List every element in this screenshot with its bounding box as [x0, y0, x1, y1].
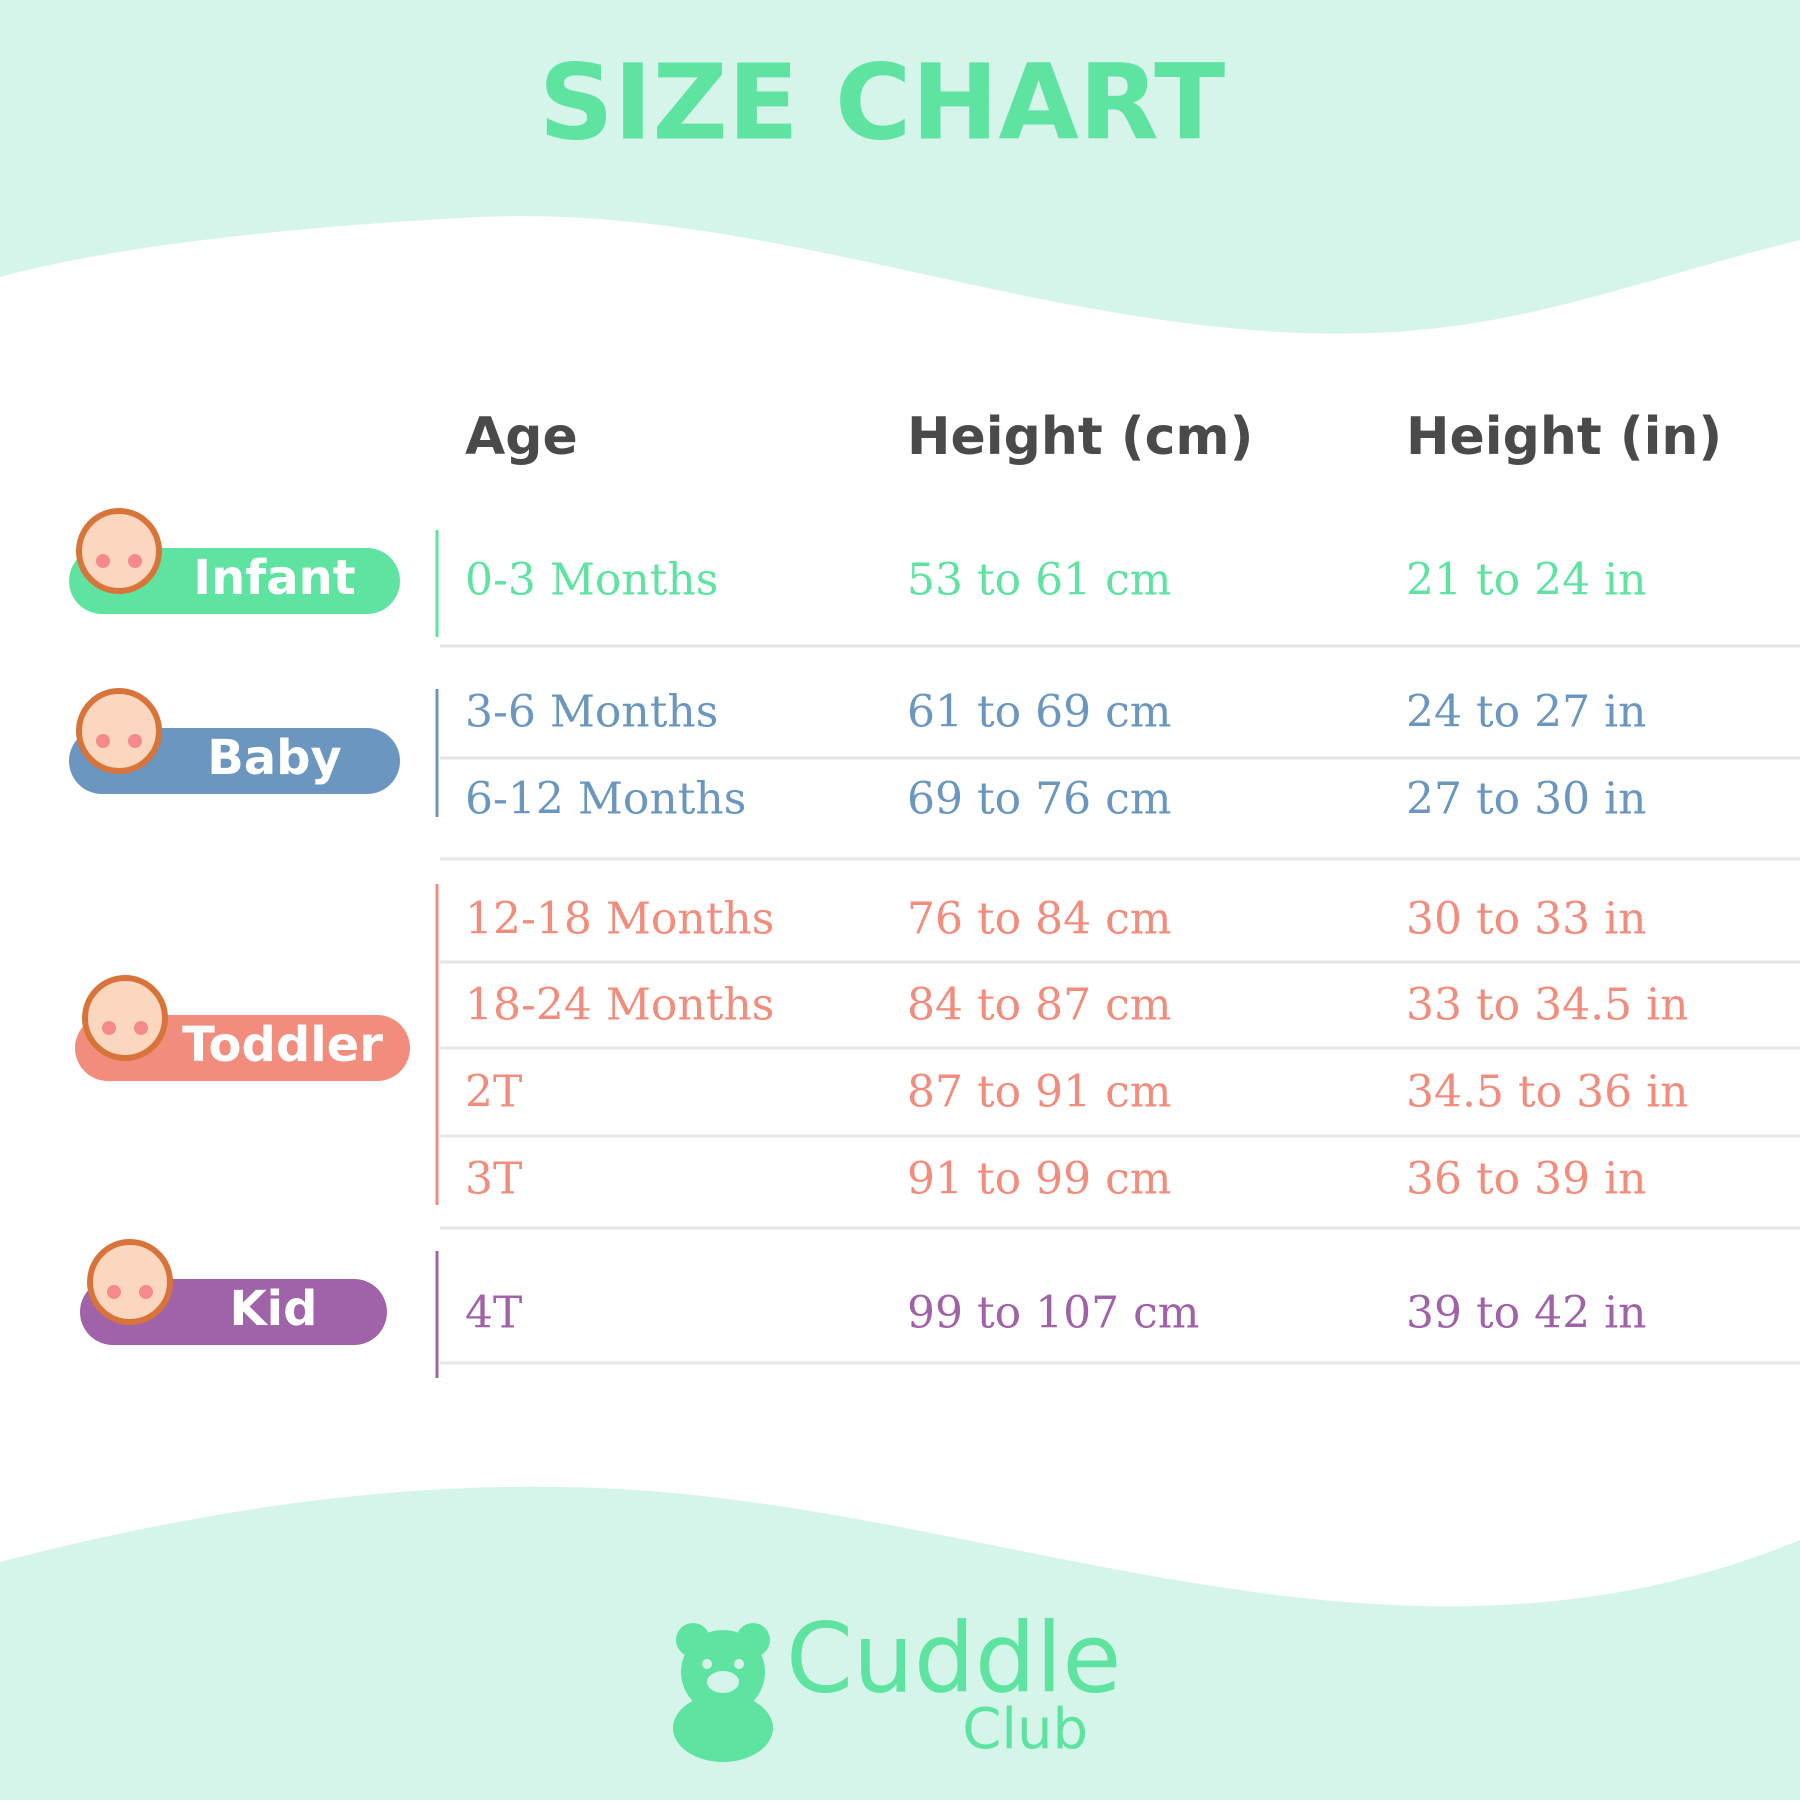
child-cheek: [102, 1021, 116, 1035]
group-label: Baby: [207, 730, 342, 786]
table-cell: 6-12 Months: [465, 774, 746, 825]
table-cell: 2T: [465, 1067, 522, 1118]
child-cheek: [96, 554, 110, 568]
table-cell: 30 to 33 in: [1406, 894, 1647, 945]
top-wave: [0, 0, 1800, 334]
bear-eye: [734, 1659, 744, 1669]
group-label: Infant: [193, 550, 355, 606]
column-header: Height (in): [1406, 407, 1722, 467]
group-label: Kid: [229, 1281, 317, 1337]
table-cell: 36 to 39 in: [1406, 1154, 1647, 1205]
logo: Cuddle Club: [673, 1602, 1121, 1762]
child-head: [82, 975, 168, 1061]
table-cell: 87 to 91 cm: [907, 1067, 1171, 1118]
bear-body: [673, 1694, 773, 1762]
child-cheek: [107, 1285, 121, 1299]
table-cell: 3-6 Months: [465, 687, 718, 738]
bear-eye: [702, 1659, 712, 1669]
table-cell: 69 to 76 cm: [907, 774, 1171, 825]
table-cell: 12-18 Months: [465, 894, 774, 945]
child-cheek: [134, 1021, 148, 1035]
table-cell: 39 to 42 in: [1406, 1288, 1647, 1339]
size-table: Age Height (cm) Height (in) Infant 0-3 Month…: [69, 407, 1800, 1378]
table-cell: 91 to 99 cm: [907, 1154, 1171, 1205]
group-label: Toddler: [182, 1017, 383, 1073]
table-cell: 21 to 24 in: [1406, 555, 1647, 606]
child-cheek: [139, 1285, 153, 1299]
child-head: [76, 508, 162, 594]
bear-snout: [707, 1671, 739, 1693]
title: SIZE CHART: [539, 41, 1226, 163]
table-cell: 76 to 84 cm: [907, 894, 1171, 945]
child-head: [87, 1239, 173, 1325]
table-cell: 53 to 61 cm: [907, 555, 1171, 606]
column-header: Age: [465, 407, 578, 467]
table-cell: 0-3 Months: [465, 555, 718, 606]
table-cell: 34.5 to 36 in: [1406, 1067, 1689, 1118]
table-cell: 27 to 30 in: [1406, 774, 1647, 825]
table-cell: 61 to 69 cm: [907, 687, 1171, 738]
table-cell: 24 to 27 in: [1406, 687, 1647, 738]
child-cheek: [128, 734, 142, 748]
child-head: [76, 688, 162, 774]
logo-sub: Club: [962, 1697, 1088, 1762]
table-cell: 33 to 34.5 in: [1406, 980, 1689, 1031]
table-cell: 99 to 107 cm: [907, 1288, 1199, 1339]
table-cell: 84 to 87 cm: [907, 980, 1171, 1031]
child-cheek: [96, 734, 110, 748]
child-cheek: [128, 554, 142, 568]
logo-name: Cuddle: [786, 1602, 1121, 1714]
table-cell: 3T: [465, 1154, 522, 1205]
table-cell: 18-24 Months: [465, 980, 774, 1031]
bottom-wave: [0, 1486, 1800, 1800]
column-header: Height (cm): [907, 407, 1253, 467]
table-cell: 4T: [465, 1288, 522, 1339]
